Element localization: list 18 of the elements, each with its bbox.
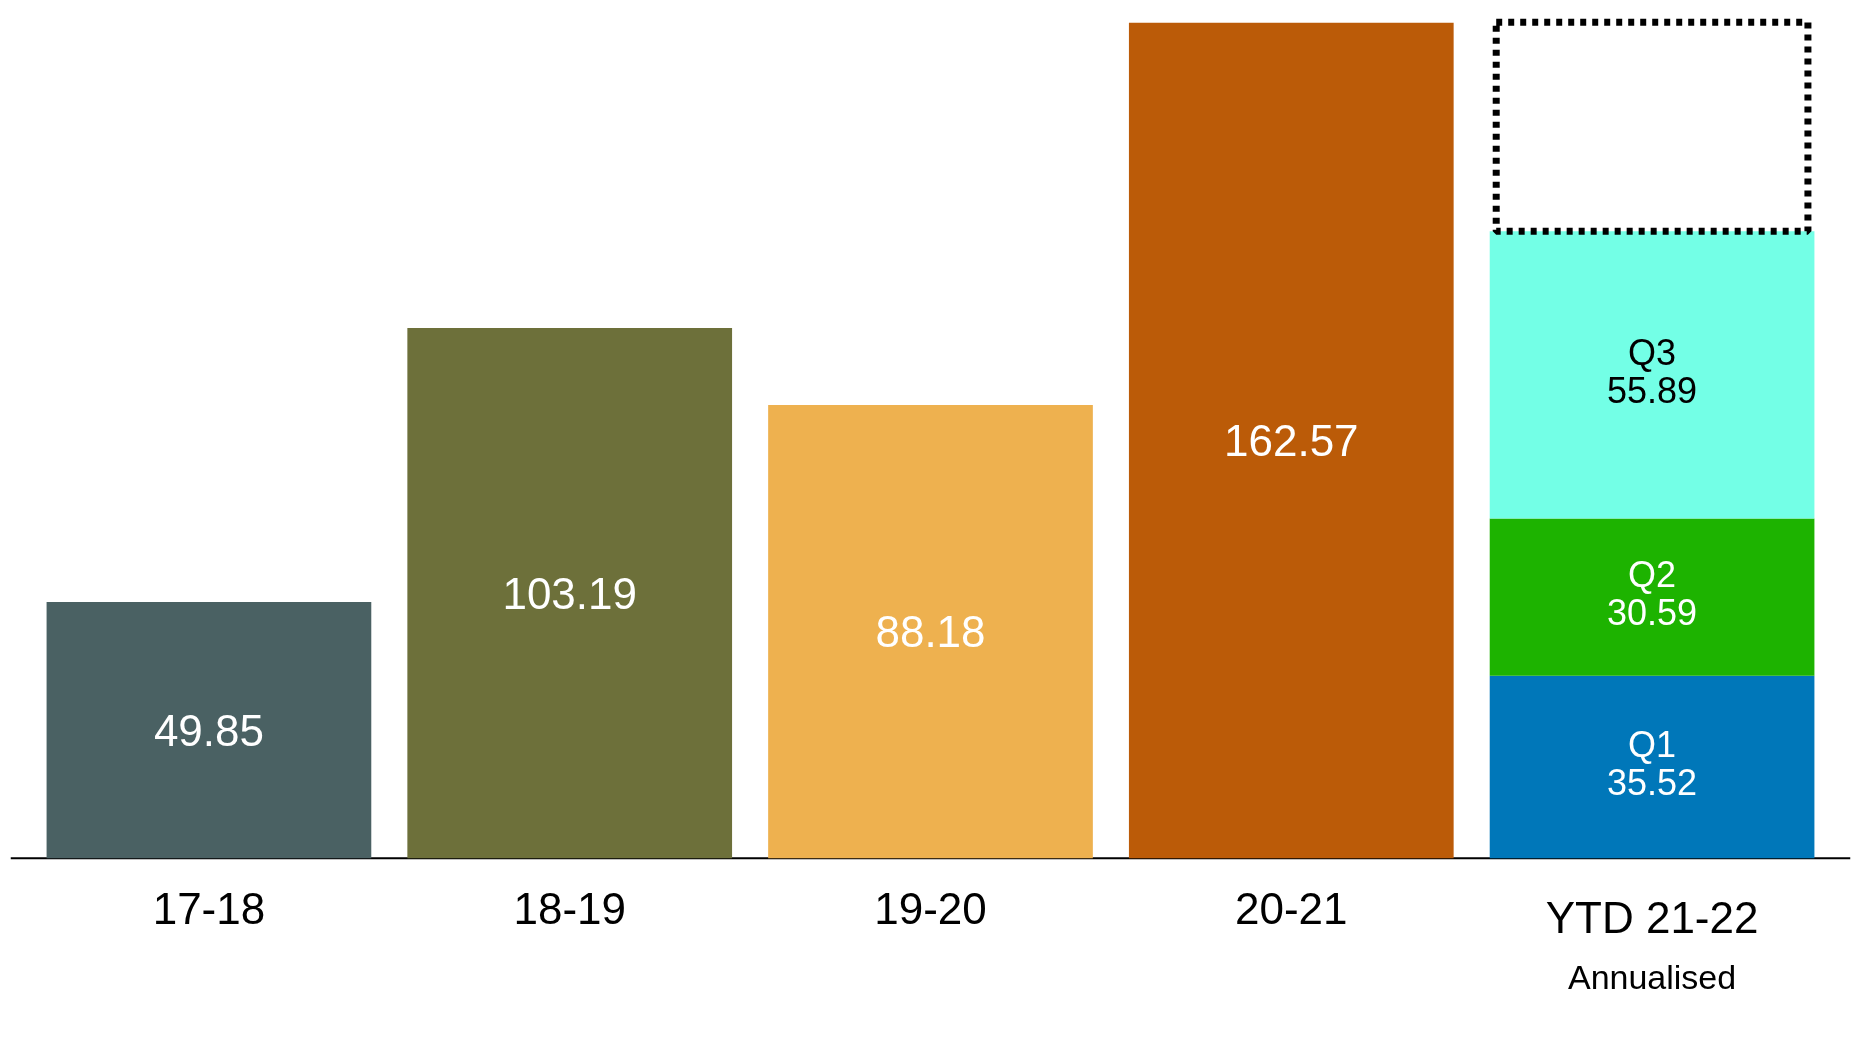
bar (1489, 518, 1815, 676)
bar (768, 405, 1093, 859)
bar (1489, 675, 1815, 859)
x-tick-label: 18-19 (513, 884, 626, 934)
x-tick-label: YTD 21-22 (1545, 893, 1759, 943)
bar (46, 602, 372, 859)
data-label: 162.57 (1224, 416, 1359, 466)
series-label: Q1 (1628, 724, 1677, 766)
x-tick-label: 17-18 (152, 884, 266, 934)
series-label: Q2 (1628, 554, 1677, 596)
data-label: 49.85 (153, 705, 264, 755)
bar (407, 327, 733, 859)
data-label: 88.18 (875, 607, 986, 657)
bar (1128, 22, 1454, 859)
x-tick-label: 19-20 (874, 884, 987, 934)
data-label: 103.19 (502, 568, 637, 618)
text: Annualised (1567, 958, 1737, 997)
x-tick-label: 20-21 (1235, 884, 1348, 934)
